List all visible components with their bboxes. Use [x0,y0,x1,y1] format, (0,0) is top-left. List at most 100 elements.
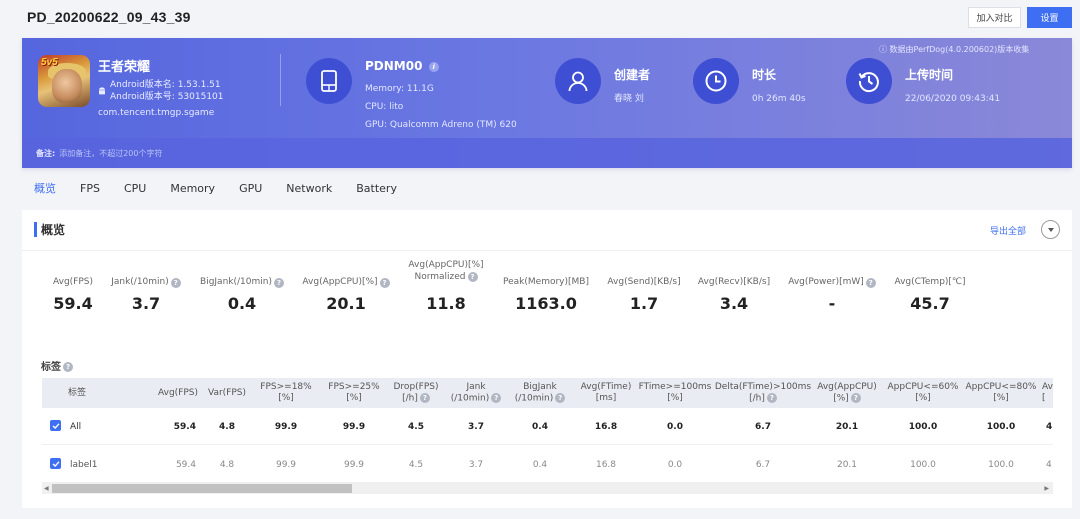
help-icon[interactable]: ? [170,278,181,288]
metric-bigjank: BigJank(/10min)? 0.4 [194,254,290,313]
metric-label: Peak(Memory)[MB] [503,277,589,287]
app-package-name: com.tencent.tmgp.sgame [98,108,215,118]
clock-icon [705,70,727,92]
duration-icon-circle [693,58,739,104]
metric-value: 11.8 [426,294,466,313]
col-header: 标签 [67,387,86,398]
help-icon[interactable]: ? [467,271,478,282]
overview-title: 概览 [41,223,66,237]
creator-icon-circle [555,58,601,104]
app-name: 王者荣耀 [98,60,151,75]
note-field[interactable]: 备注: 添加备注，不超过200个字符 [22,138,1072,168]
settings-button[interactable]: 设置 [1027,7,1072,28]
note-placeholder[interactable]: 添加备注，不超过200个字符 [59,148,163,158]
help-icon[interactable]: ? [491,392,502,403]
creator-title: 创建者 [614,68,651,82]
col-header[interactable]: AppCPU<=80% [%] [965,382,1037,403]
tab-fps[interactable]: FPS [80,182,100,195]
note-label: 备注: [36,148,56,158]
app-version-code: Android版本号: 53015101 [110,92,224,102]
cell: 100.0 [986,421,1016,432]
metric-peak-memory: Peak(Memory)[MB] 1163.0 [498,254,594,313]
metric-label: BigJank(/10min)? [194,254,290,290]
cell: 0.4 [532,421,548,432]
tab-memory[interactable]: Memory [170,182,216,195]
cell: 59.4 [173,421,196,432]
tab-cpu[interactable]: CPU [123,182,147,195]
scroll-right-icon[interactable]: ▶ [1044,485,1049,492]
col-header[interactable]: Avg(AppCPU) [%]? [817,381,877,404]
tab-gpu[interactable]: GPU [239,182,263,195]
tab-battery[interactable]: Battery [356,182,397,195]
metric-label: Avg(Recv)[KB/s] [697,277,771,287]
col-header[interactable]: Jank (/10min)? [446,378,506,408]
duration-title: 时长 [752,68,777,82]
table-row: All 59.4 4.8 99.9 99.9 4.5 3.7 0.4 16.8 … [42,408,1053,445]
device-specs: Memory: 11.1G CPU: lito GPU: Qualcomm Ad… [365,80,517,134]
help-icon[interactable]: ? [419,392,430,403]
metric-value: 3.7 [131,294,161,313]
upload-title: 上传时间 [905,68,954,82]
col-header[interactable]: FPS>=18% [%] [260,382,312,403]
cell: 99.9 [343,459,365,470]
table-row: label1 59.4 4.8 99.9 99.9 4.5 3.7 0.4 16… [42,446,1053,483]
metric-label: Avg(Send)[KB/s] [607,277,681,287]
col-header[interactable]: BigJank (/10min)? [510,378,570,408]
metric-label: Avg(FPS) [52,277,93,287]
cell: 100.0 [908,421,938,432]
col-header[interactable]: FTime>=100ms [%] [638,382,712,403]
metric-avg-fps: Avg(FPS) 59.4 [40,254,106,313]
overview-card: 概览 导出全部 Avg(FPS) 59.4 Jank(/10min)? 3.7 … [22,210,1072,508]
tab-network[interactable]: Network [286,182,333,195]
help-icon[interactable]: ? [850,392,861,403]
col-header[interactable]: Var(FPS) [207,387,246,398]
col-header[interactable]: Avg(FPS) [157,387,198,398]
help-icon[interactable]: ? [273,278,284,288]
cell: 6.7 [755,421,771,432]
col-header[interactable]: Drop(FPS) [/h]? [393,381,439,404]
cell: 4.8 [219,421,235,432]
cell: 4.5 [408,421,424,432]
metric-value: 1163.0 [515,294,577,313]
tab-overview[interactable]: 概览 [34,182,56,195]
cell: 59.4 [175,459,196,470]
metric-label: Jank(/10min)? [108,254,184,290]
col-header[interactable]: Avg(T[ [1042,382,1053,403]
col-header[interactable]: Delta(FTime)>100ms [/h]? [714,381,812,404]
row-checkbox[interactable] [50,458,61,469]
help-icon[interactable]: ? [379,278,390,288]
metric-jank: Jank(/10min)? 3.7 [108,254,184,313]
session-info-banner: 5v5 王者荣耀 Android版本名: 1.53.1.51 Android版本… [22,38,1072,168]
col-header[interactable]: AppCPU<=60% [%] [887,382,959,403]
help-icon[interactable]: ? [63,362,73,372]
metric-label: Avg(CTemp)[℃] [894,277,966,287]
app-version-name: Android版本名: 1.53.1.51 [110,80,221,90]
help-icon[interactable]: ? [865,278,876,288]
scrollbar-thumb[interactable] [52,484,352,493]
collect-version-note: ⓘ 数据由PerfDog(4.0.200602)版本收集 [879,45,1030,54]
metric-avg-recv: Avg(Recv)[KB/s] 3.4 [692,254,776,313]
cell: 99.9 [342,421,366,432]
col-header[interactable]: Avg(FTime) [ms] [580,382,632,403]
duration-value: 0h 26m 40s [752,94,806,104]
scroll-left-icon[interactable]: ◀ [44,485,49,492]
device-info-icon[interactable]: i [428,61,439,72]
cell: 4 [1046,459,1052,470]
col-header[interactable]: FPS>=25% [%] [328,382,380,403]
metric-avg-appcpu: Avg(AppCPU)[%]? 20.1 [300,254,392,313]
collapse-button[interactable] [1041,220,1060,239]
cell: 4.8 [219,459,235,470]
app-version-info: Android版本名: 1.53.1.51 Android版本号: 530151… [110,79,224,103]
app-icon: 5v5 [38,55,90,107]
help-icon[interactable]: ? [555,392,566,403]
cell: 16.8 [594,421,618,432]
help-icon[interactable]: ? [766,392,777,403]
export-all-link[interactable]: 导出全部 [990,227,1027,237]
banner-divider [280,54,281,106]
row-label: label1 [70,459,98,470]
add-to-compare-button[interactable]: 加入对比 [968,7,1021,28]
cell: 0.0 [667,459,683,470]
row-checkbox[interactable] [50,420,61,431]
history-icon [858,72,879,93]
horizontal-scrollbar[interactable]: ◀ ▶ [42,483,1053,494]
